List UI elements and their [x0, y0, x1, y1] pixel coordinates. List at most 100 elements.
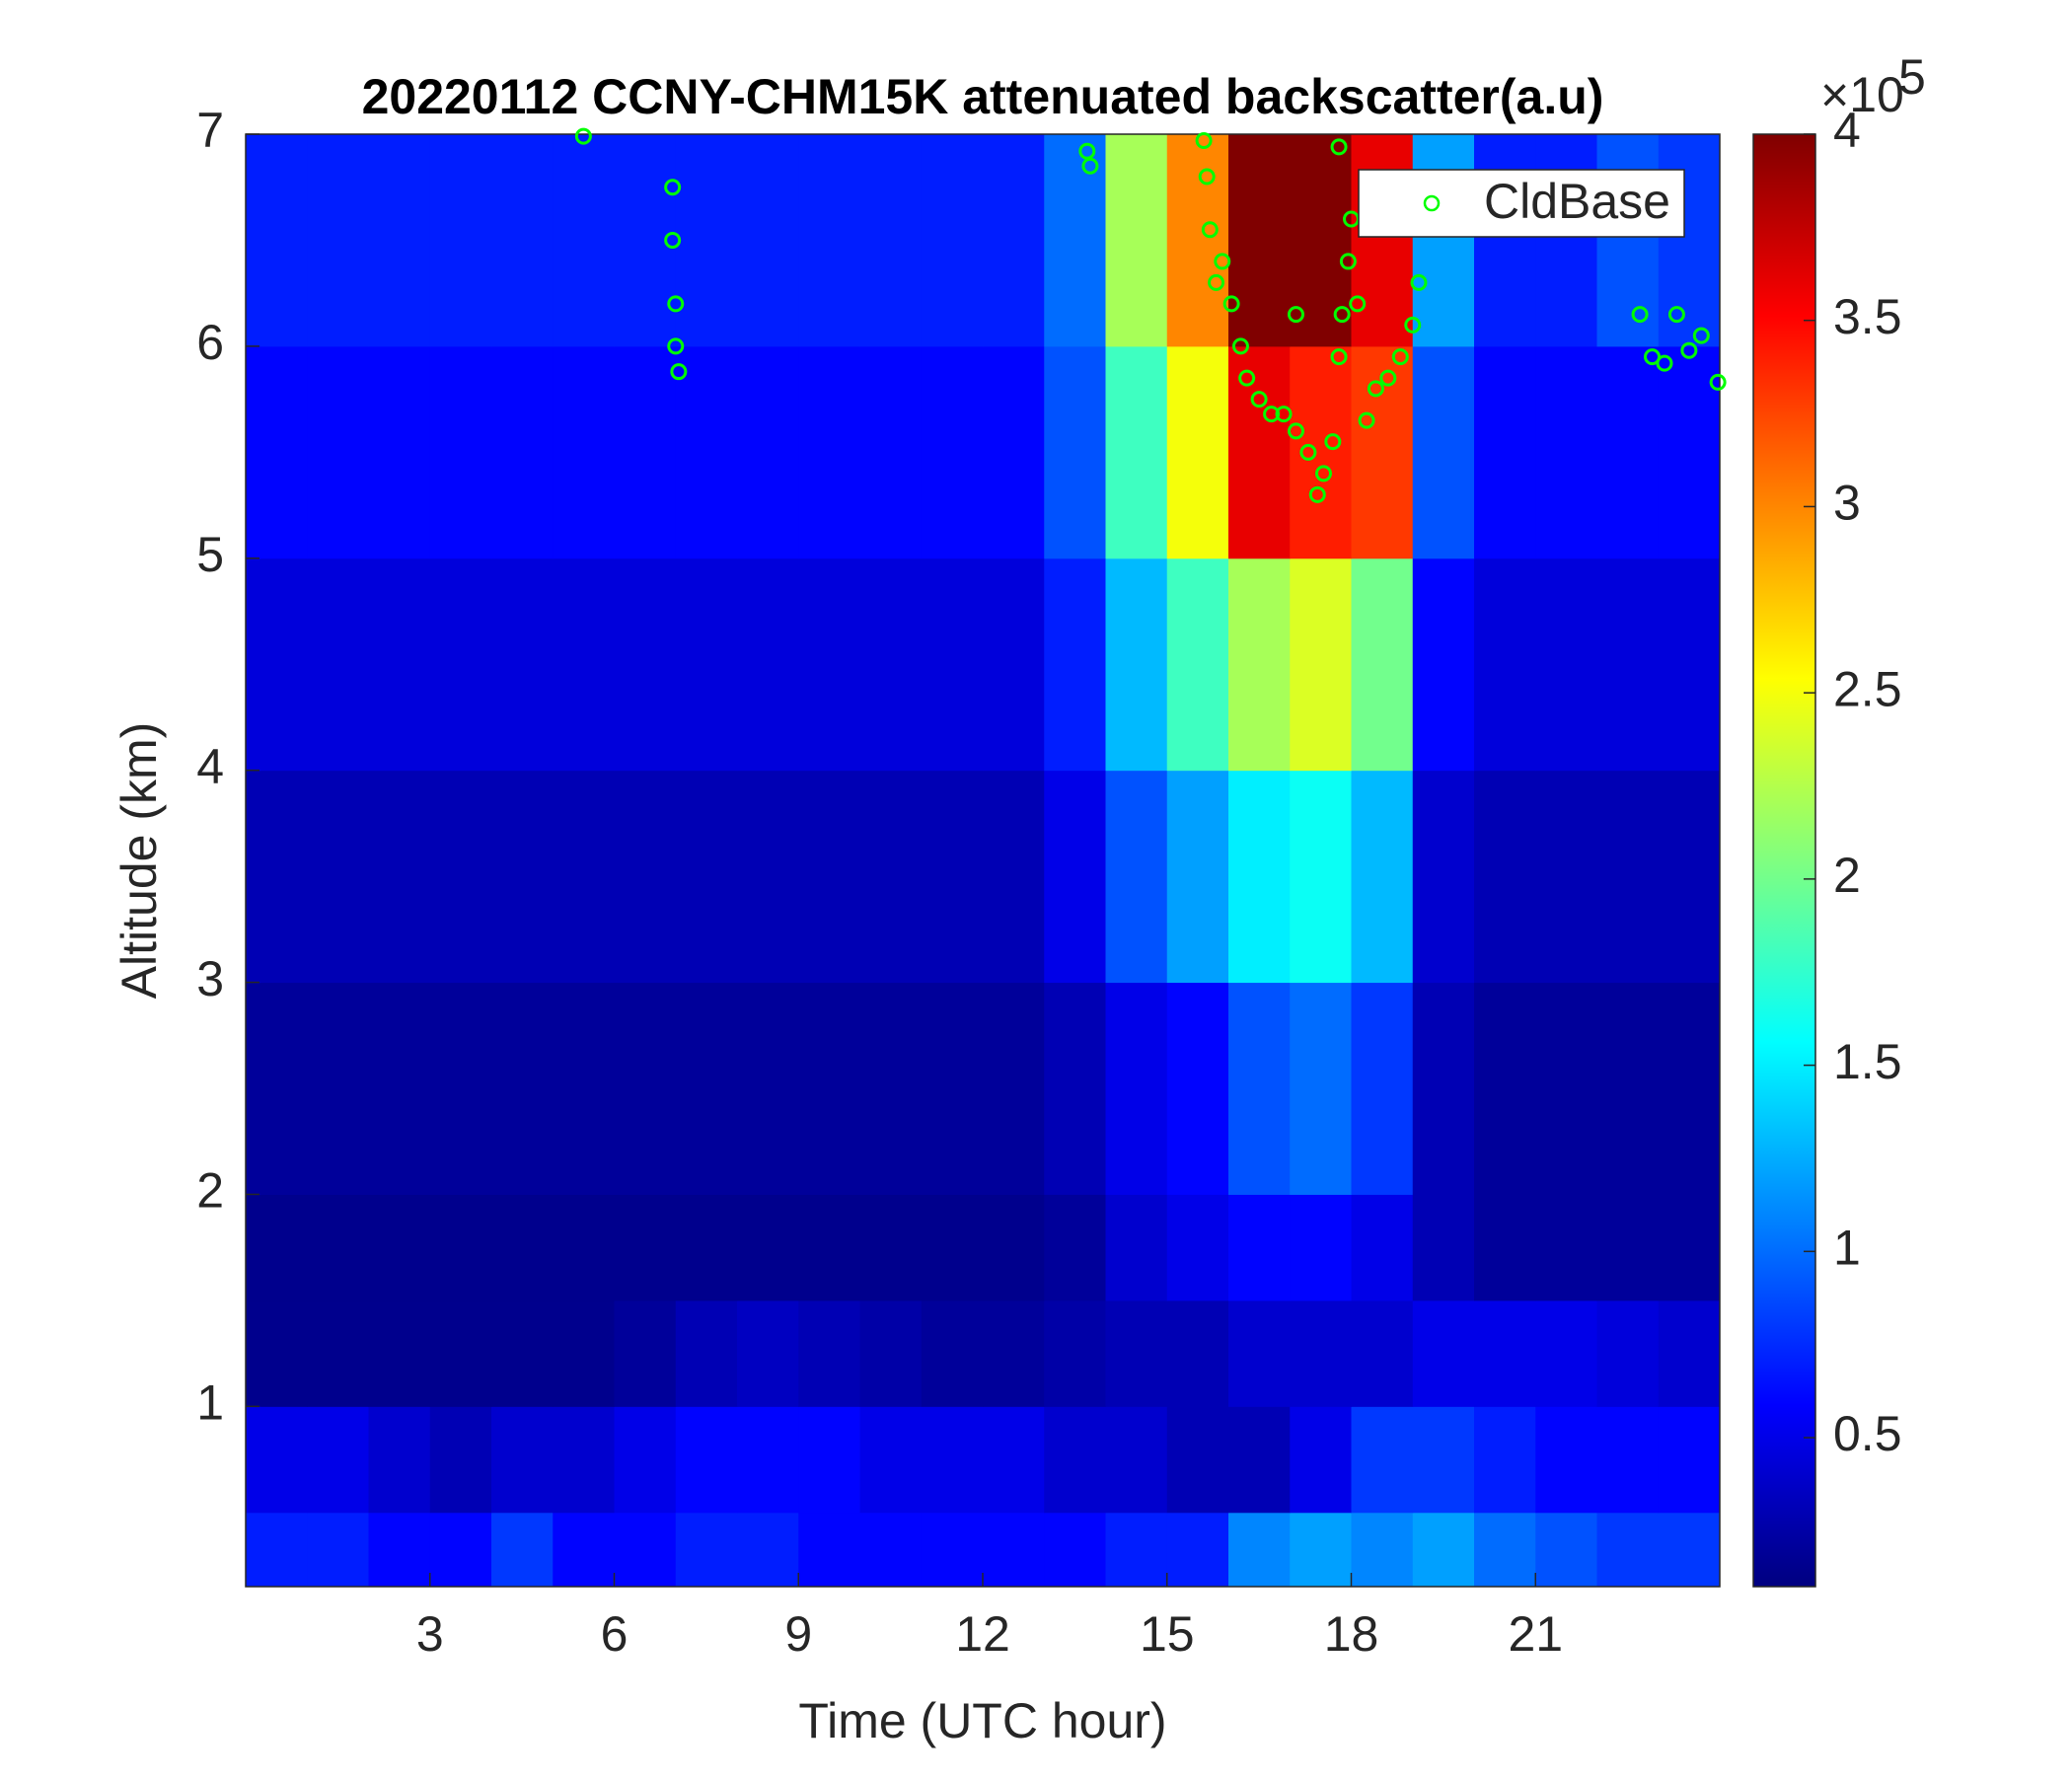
colorbar-tick-label: 4 — [1833, 103, 1861, 158]
cloud-base-point — [1214, 253, 1231, 270]
heatmap-cell — [859, 1512, 923, 1588]
heatmap-cell — [1535, 134, 1597, 347]
heatmap-cell — [1535, 557, 1597, 772]
heatmap-cell — [1474, 557, 1536, 772]
heatmap-cell — [1290, 1299, 1352, 1407]
heatmap-cell — [1596, 557, 1660, 772]
heatmap-cell — [1535, 770, 1597, 984]
heatmap-cell — [429, 557, 492, 772]
heatmap-cell — [1474, 982, 1536, 1195]
heatmap-cell — [1351, 1512, 1414, 1588]
heatmap-cell — [1228, 1194, 1291, 1301]
heatmap-cell — [307, 557, 369, 772]
heatmap-cell — [1105, 557, 1168, 772]
cloud-base-point — [1222, 295, 1240, 313]
heatmap-cell — [368, 1406, 431, 1514]
cloud-base-point — [1330, 348, 1348, 366]
cloud-base-point — [1667, 306, 1685, 324]
heatmap-cell — [1105, 770, 1168, 984]
scatter-series — [574, 127, 1727, 503]
heatmap-cell — [1228, 1406, 1291, 1514]
heatmap-cell — [1166, 134, 1229, 347]
heatmap-cell — [1166, 557, 1229, 772]
heatmap-cell — [553, 1194, 615, 1301]
heatmap-cell — [553, 1406, 615, 1514]
cloud-base-point — [670, 363, 688, 381]
heatmap-cell — [553, 982, 615, 1195]
heatmap-cell — [491, 1512, 554, 1588]
y-tick-label: 2 — [196, 1163, 224, 1219]
heatmap-cell — [921, 982, 984, 1195]
heatmap-cell — [491, 557, 554, 772]
colorbar-tick-label: 2.5 — [1833, 661, 1902, 716]
heatmap-cell — [307, 1406, 369, 1514]
heatmap-cell — [614, 1194, 677, 1301]
cloud-base-point — [1333, 306, 1351, 324]
cloud-base-point — [1275, 406, 1293, 423]
heatmap-cell — [1105, 345, 1168, 559]
heatmap-cell — [614, 345, 677, 559]
heatmap-cell — [1166, 345, 1229, 559]
cloud-base-point — [1692, 327, 1710, 344]
heatmap-cell — [1105, 982, 1168, 1195]
heatmap — [246, 134, 1721, 1588]
cloud-base-point — [667, 295, 685, 313]
heatmap-cell — [1290, 1194, 1352, 1301]
heatmap-cell — [1658, 1406, 1721, 1514]
heatmap-cell — [491, 982, 554, 1195]
heatmap-cell — [307, 134, 369, 347]
heatmap-cell — [1166, 1299, 1229, 1407]
cloud-base-point — [1391, 348, 1409, 366]
heatmap-cell — [859, 982, 923, 1195]
heatmap-cell — [491, 134, 554, 347]
heatmap-cell — [1351, 1194, 1414, 1301]
heatmap-cell — [429, 770, 492, 984]
colorbar-multiplier: ×10 — [1820, 67, 1904, 122]
colorbar-tick-label: 2 — [1833, 848, 1861, 903]
heatmap-cell — [1412, 557, 1475, 772]
heatmap-cell — [859, 1299, 923, 1407]
heatmap-cell — [614, 1512, 677, 1588]
heatmap-cell — [798, 1512, 860, 1588]
heatmap-cell — [675, 982, 738, 1195]
y-tick-label: 1 — [196, 1375, 224, 1431]
heatmap-cell — [737, 1512, 799, 1588]
cloud-base-point — [1631, 306, 1649, 324]
heatmap-cell — [921, 1406, 984, 1514]
cloud-base-point — [1379, 369, 1397, 387]
heatmap-cell — [429, 134, 492, 347]
legend-marker — [1423, 194, 1441, 212]
colorbar-tick-label: 1 — [1833, 1221, 1861, 1276]
heatmap-cell — [859, 770, 923, 984]
heatmap-cell — [1658, 1194, 1721, 1301]
colorbar-tick-label: 1.5 — [1833, 1034, 1902, 1089]
heatmap-cell — [1474, 345, 1536, 559]
cloud-base-point — [1263, 406, 1281, 423]
heatmap-cell — [675, 1299, 738, 1407]
heatmap-cell — [1412, 1194, 1475, 1301]
heatmap-cell — [1596, 345, 1660, 559]
heatmap-cell — [614, 557, 677, 772]
heatmap-cell — [553, 134, 615, 347]
heatmap-cell — [1351, 1299, 1414, 1407]
heatmap-cell — [307, 982, 369, 1195]
heatmap-cell — [1474, 134, 1536, 347]
heatmap-cell — [1228, 557, 1291, 772]
heatmap-cell — [491, 770, 554, 984]
heatmap-cell — [1535, 1512, 1597, 1588]
heatmap-cell — [553, 557, 615, 772]
x-tick-label: 21 — [1508, 1606, 1563, 1662]
heatmap-cell — [675, 557, 738, 772]
heatmap-cell — [368, 134, 431, 347]
cloud-base-point — [1410, 273, 1428, 291]
cloud-base-point — [1250, 391, 1268, 408]
heatmap-cell — [675, 1512, 738, 1588]
heatmap-cell — [1228, 1299, 1291, 1407]
heatmap-cell — [368, 1299, 431, 1407]
heatmap-cell — [307, 345, 369, 559]
cloud-base-point — [574, 127, 592, 145]
heatmap-cell — [1474, 1512, 1536, 1588]
heatmap-cell — [368, 557, 431, 772]
